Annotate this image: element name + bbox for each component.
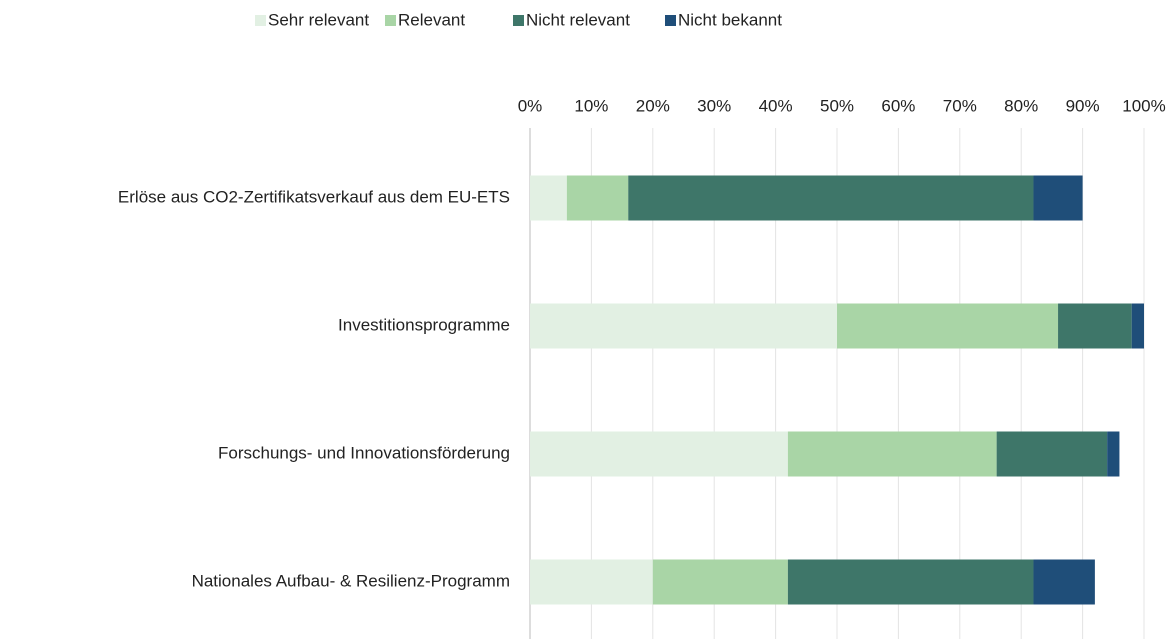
legend-swatch: [665, 15, 676, 26]
bar-segment: [996, 431, 1108, 477]
legend-label: Nicht bekannt: [678, 10, 782, 29]
bar-segment: [652, 559, 788, 605]
legend-label: Sehr relevant: [268, 10, 369, 29]
bar-segment: [628, 175, 1034, 221]
bar-segment: [787, 431, 997, 477]
legend-swatch: [255, 15, 266, 26]
bar-segment: [530, 559, 653, 605]
category-label: Investitionsprogramme: [338, 315, 510, 334]
bar-segment: [530, 175, 567, 221]
x-tick-label: 60%: [881, 96, 915, 115]
category-label: Erlöse aus CO2-Zertifikatsverkauf aus de…: [118, 187, 510, 206]
x-tick-label: 50%: [820, 96, 854, 115]
x-tick-label: 30%: [697, 96, 731, 115]
bar-segment: [1107, 431, 1120, 477]
bar-segment: [530, 431, 788, 477]
bar-segment: [1131, 303, 1144, 349]
bar-segment: [1033, 559, 1095, 605]
x-tick-label: 20%: [636, 96, 670, 115]
bar-segment: [837, 303, 1059, 349]
bar-segment: [1033, 175, 1083, 221]
x-tick-label: 0%: [518, 96, 543, 115]
x-tick-label: 90%: [1066, 96, 1100, 115]
legend-label: Relevant: [398, 10, 465, 29]
bar-segment: [530, 303, 837, 349]
x-tick-label: 100%: [1122, 96, 1165, 115]
legend-label: Nicht relevant: [526, 10, 630, 29]
bar-segment: [787, 559, 1034, 605]
x-tick-label: 40%: [759, 96, 793, 115]
category-label: Nationales Aufbau- & Resilienz-Programm: [192, 571, 510, 590]
legend-swatch: [513, 15, 524, 26]
bar-segment: [566, 175, 629, 221]
x-tick-label: 10%: [574, 96, 608, 115]
x-tick-label: 80%: [1004, 96, 1038, 115]
category-label: Forschungs- und Innovationsförderung: [218, 443, 510, 462]
legend-swatch: [385, 15, 396, 26]
x-tick-label: 70%: [943, 96, 977, 115]
bar-segment: [1058, 303, 1132, 349]
